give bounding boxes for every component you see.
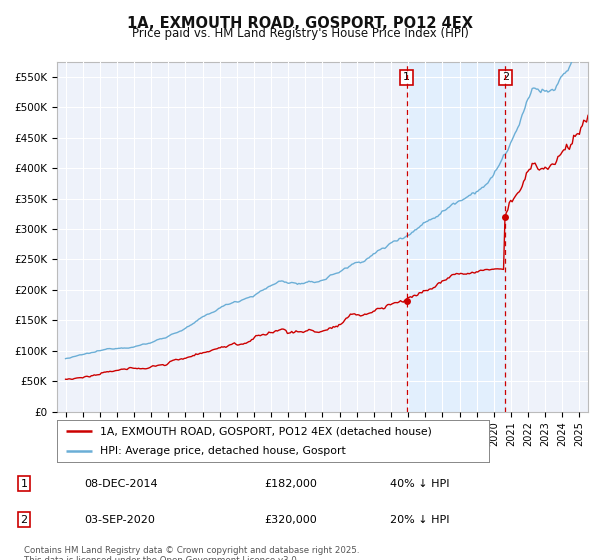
Text: HPI: Average price, detached house, Gosport: HPI: Average price, detached house, Gosp… (100, 446, 346, 456)
Text: 2: 2 (20, 515, 28, 525)
Text: £182,000: £182,000 (264, 479, 317, 489)
Text: 2: 2 (502, 72, 509, 82)
Text: 1: 1 (403, 72, 410, 82)
Text: Contains HM Land Registry data © Crown copyright and database right 2025.
This d: Contains HM Land Registry data © Crown c… (24, 546, 359, 560)
Text: 08-DEC-2014: 08-DEC-2014 (84, 479, 158, 489)
Text: 1A, EXMOUTH ROAD, GOSPORT, PO12 4EX: 1A, EXMOUTH ROAD, GOSPORT, PO12 4EX (127, 16, 473, 31)
Text: Price paid vs. HM Land Registry's House Price Index (HPI): Price paid vs. HM Land Registry's House … (131, 27, 469, 40)
Text: 03-SEP-2020: 03-SEP-2020 (84, 515, 155, 525)
Text: £320,000: £320,000 (264, 515, 317, 525)
Bar (407, 62, 505, 412)
Text: 20% ↓ HPI: 20% ↓ HPI (390, 515, 449, 525)
Text: 40% ↓ HPI: 40% ↓ HPI (390, 479, 449, 489)
Text: 1A, EXMOUTH ROAD, GOSPORT, PO12 4EX (detached house): 1A, EXMOUTH ROAD, GOSPORT, PO12 4EX (det… (100, 426, 432, 436)
Text: 1: 1 (20, 479, 28, 489)
